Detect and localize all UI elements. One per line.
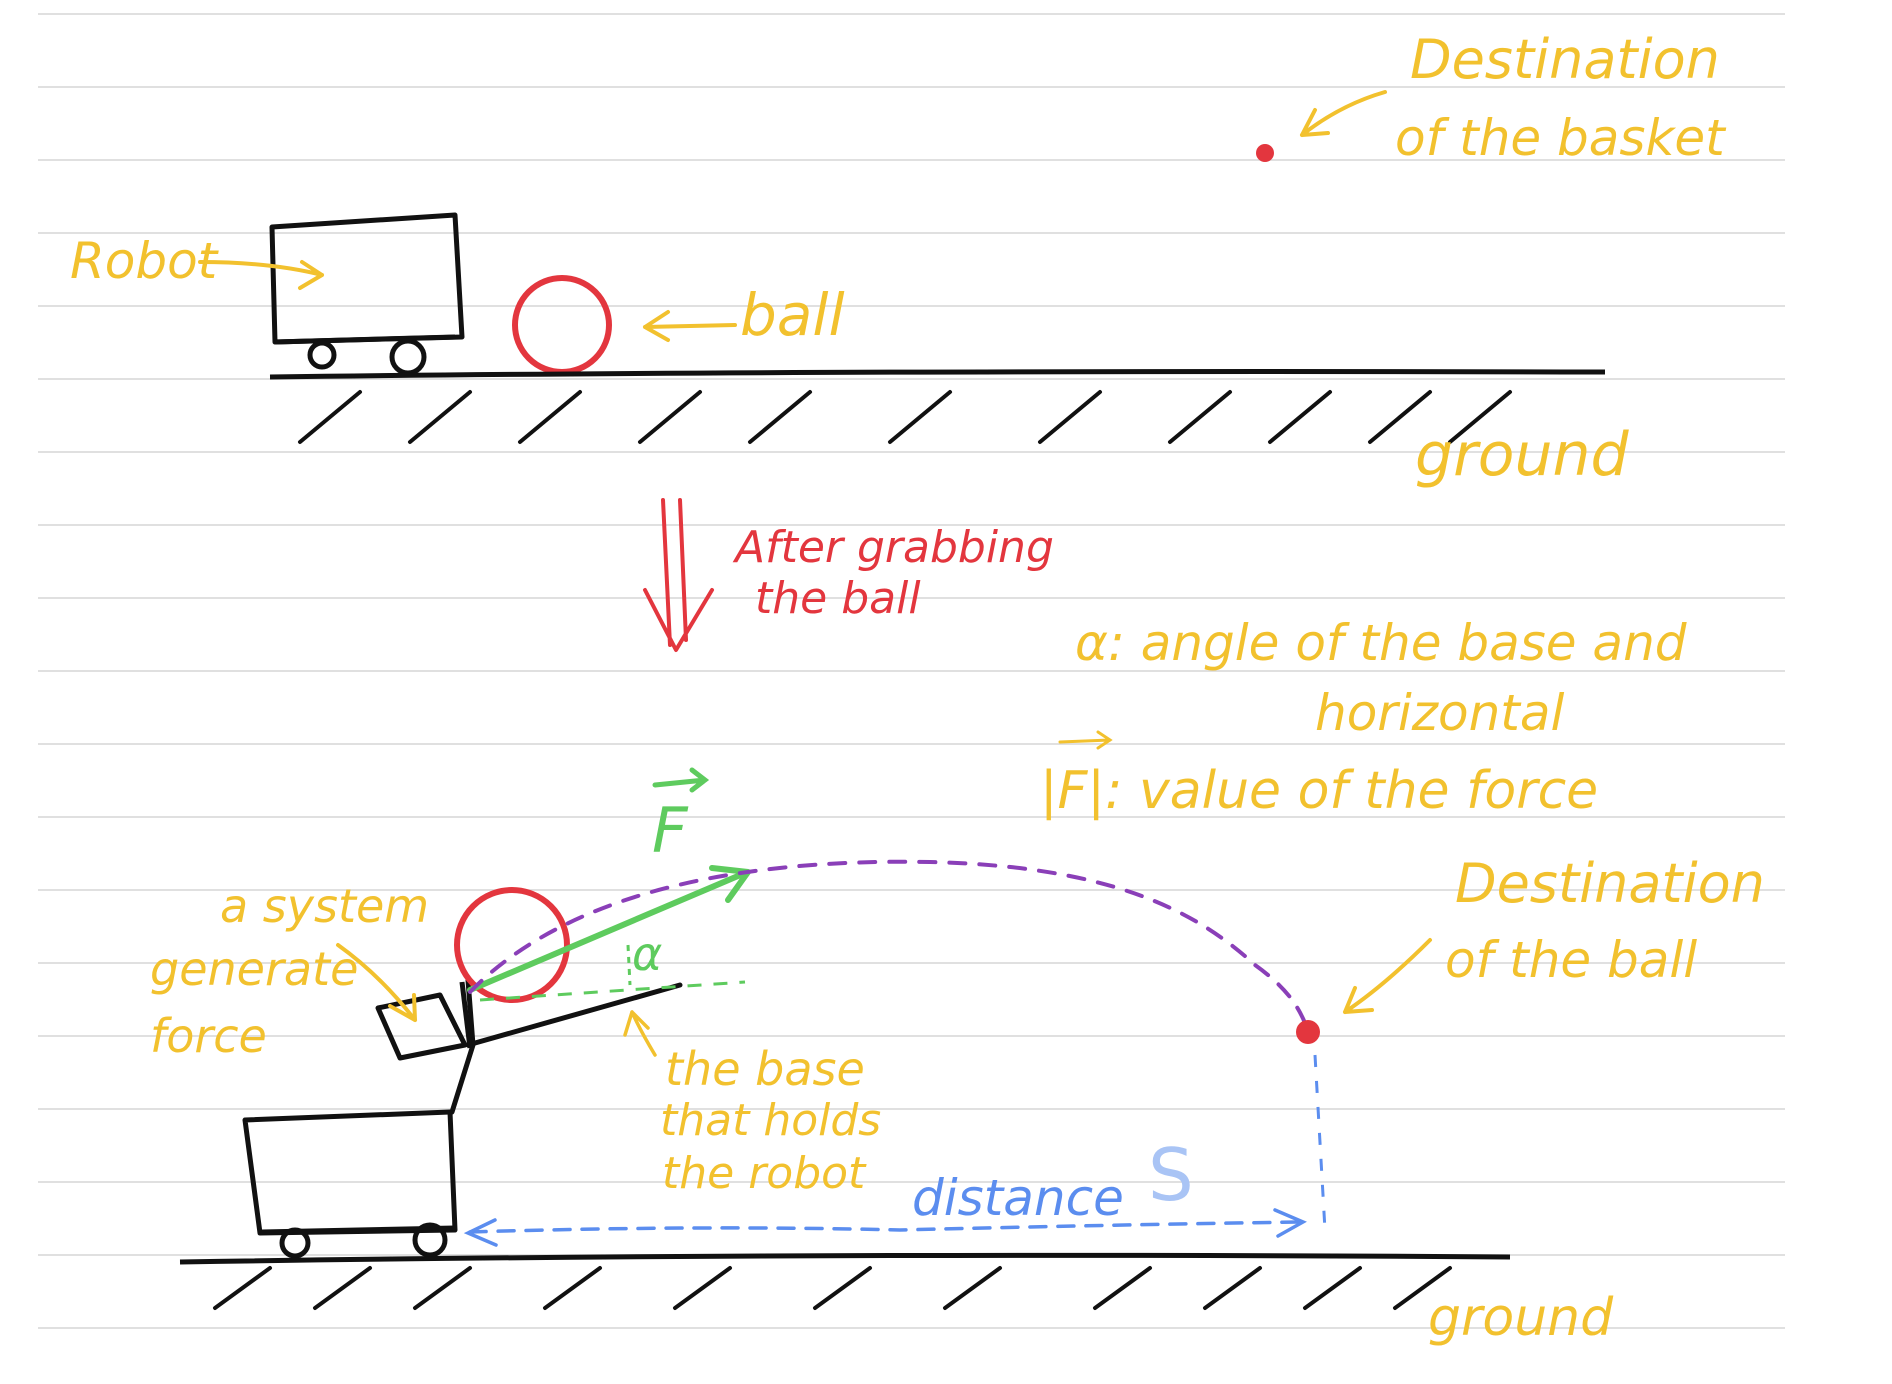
ground-hatch-stroke: [298, 390, 362, 444]
destination-drop-line: [1313, 1054, 1327, 1231]
basket-label-line1: Destination: [1410, 28, 1720, 91]
ground-hatch-stroke: [1393, 1266, 1452, 1310]
legend-alpha-line2: horizontal: [1315, 684, 1564, 742]
system-label-line3: force: [150, 1009, 267, 1063]
angle-vertical-dashed: [626, 944, 632, 986]
robot-wheel-right-bottom: [412, 1222, 448, 1258]
ground-hatch-stroke: [748, 390, 812, 444]
transition-label-line1: After grabbing: [732, 522, 1054, 573]
robot-pointer-arrow: [198, 260, 324, 290]
ball-trajectory: [468, 859, 1309, 1030]
distance-symbol: S: [1148, 1133, 1194, 1217]
ground-hatch-stroke: [673, 1266, 732, 1310]
ball-destination-pointer-arrow: [1343, 938, 1432, 1014]
ground-hatch-stroke: [638, 390, 702, 444]
ground-line-top: [269, 369, 1606, 380]
ground-hatch-stroke: [888, 390, 952, 444]
ball-destination-dot: [1296, 1020, 1320, 1044]
basket-pointer-arrow: [1300, 90, 1387, 137]
ground-hatch-stroke: [1203, 1266, 1262, 1310]
system-pointer-arrow: [336, 943, 417, 1022]
ground-hatch-stroke: [1368, 390, 1432, 444]
ground-hatch-stroke: [1268, 390, 1332, 444]
system-label-line1: a system: [220, 879, 429, 933]
ground-hatch-stroke: [213, 1266, 272, 1310]
ball-pointer-arrow: [643, 310, 737, 342]
ball-label: ball: [740, 281, 845, 349]
robot-chassis: [274, 334, 456, 345]
ground-hatch-stroke: [1168, 390, 1232, 444]
ground-hatch-stroke: [408, 390, 472, 444]
alpha-symbol: α: [632, 927, 662, 981]
robot-wheel-left: [307, 340, 337, 370]
ground-hatch-stroke: [543, 1266, 602, 1310]
base-label-line2: that holds: [660, 1095, 881, 1146]
bottom-scene: F α Destination of the ball distance S a…: [150, 767, 1765, 1348]
distance-label: distance: [912, 1169, 1124, 1227]
ground-hatch-stroke: [518, 390, 582, 444]
robot-label: Robot: [70, 232, 220, 290]
transition: After grabbing the ball: [643, 498, 1054, 652]
legend-force-vector-arrow: [1058, 730, 1113, 750]
base-label-line1: the base: [665, 1042, 865, 1096]
basket-destination-dot: [1256, 144, 1274, 162]
ground-hatch-stroke: [1303, 1266, 1362, 1310]
transition-double-arrow: [643, 498, 714, 652]
ground-hatch-stroke: [413, 1266, 472, 1310]
base-label-line3: the robot: [662, 1148, 867, 1199]
top-scene: Destination of the basket Robot ball gro…: [70, 28, 1727, 490]
system-label-line2: generate: [150, 942, 358, 996]
transition-label-line2: the ball: [755, 573, 921, 624]
robot-body-bottom: [242, 1109, 458, 1236]
base-end-stop: [459, 981, 473, 1049]
legend: α: angle of the base and horizontal |F|:…: [1040, 614, 1687, 821]
robot-body: [269, 212, 465, 345]
robot-wheel-right: [389, 338, 427, 376]
legend-alpha-line1: α: angle of the base and: [1075, 614, 1687, 672]
distance-arrow-left-head: [463, 1218, 498, 1247]
force-vector: [467, 870, 748, 993]
ground-hatch-stroke: [1038, 390, 1102, 444]
robot-wheel-left-bottom: [279, 1227, 311, 1259]
ground-hatch-stroke: [1093, 1266, 1152, 1310]
ground-hatch-stroke: [813, 1266, 872, 1310]
ground-hatch-stroke: [1448, 390, 1512, 444]
force-symbol-arrow: [652, 767, 710, 793]
horizontal-reference-dashed: [479, 980, 746, 1002]
legend-force-line: |F|: value of the force: [1040, 761, 1598, 821]
ground-label-bottom: ground: [1428, 1288, 1614, 1348]
tilted-base: [465, 982, 683, 1048]
ball-destination-label-line1: Destination: [1455, 852, 1765, 915]
ball-destination-label-line2: of the ball: [1445, 931, 1697, 989]
ground-hatching-top: [298, 390, 1512, 444]
force-symbol: F: [652, 794, 689, 867]
base-pointer-arrow: [623, 1010, 657, 1057]
ground-hatch-stroke: [943, 1266, 1002, 1310]
force-system-box: [375, 992, 468, 1061]
ball-on-base: [454, 887, 570, 1003]
distance-arrow-line: [468, 1220, 1302, 1234]
ground-hatching-bottom: [213, 1266, 1452, 1310]
ground-label-top: ground: [1415, 420, 1630, 490]
ground-hatch-stroke: [313, 1266, 372, 1310]
basket-label-line2: of the basket: [1395, 109, 1727, 167]
ball: [512, 275, 612, 375]
ground-line-bottom: [179, 1252, 1511, 1265]
distance-arrow-right-head: [1273, 1208, 1307, 1238]
